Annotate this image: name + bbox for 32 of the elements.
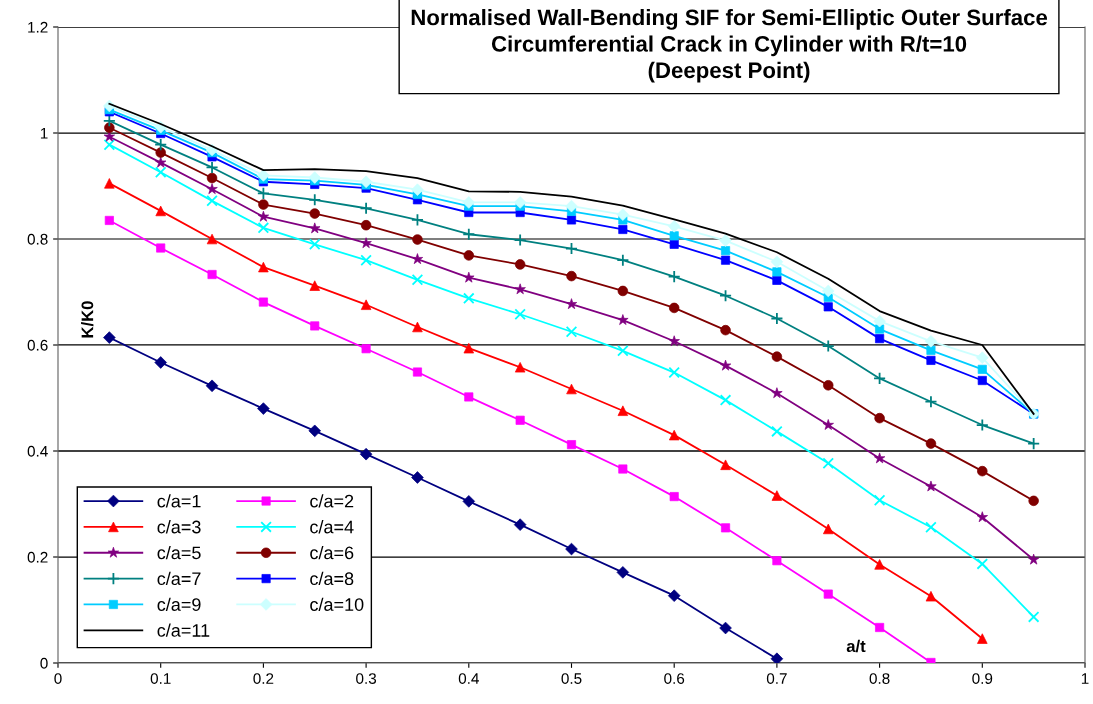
x-tick-label: 1 (1081, 673, 1089, 684)
legend-label: c/a=8 (310, 571, 354, 586)
legend-label: c/a=5 (157, 545, 201, 560)
x-tick-label: 0 (54, 673, 62, 684)
legend-label: c/a=2 (310, 494, 354, 508)
x-tick-label: 0.9 (972, 673, 993, 684)
x-axis-title: a/t (846, 639, 866, 653)
legend-label: c/a=3 (157, 520, 201, 534)
x-tick-label: 0.8 (869, 673, 890, 684)
legend-label: c/a=4 (310, 520, 354, 534)
y-tick-label: 0.2 (27, 551, 48, 563)
legend-label: c/a=11 (157, 623, 210, 637)
legend-label: c/a=10 (310, 597, 364, 611)
chart-title: Normalised Wall-Bending SIF for Semi-Elliptic Outer Surface Circumferential Crack in Cylinder with R/t=10 (Deepest Point) (411, 9, 1048, 83)
x-tick-label: 0.5 (561, 673, 582, 684)
x-tick-label: 0.3 (356, 673, 377, 684)
x-tick-label: 0.1 (150, 673, 171, 684)
legend-label: c/a=9 (157, 597, 201, 611)
legend-label: c/a=6 (310, 545, 354, 560)
y-tick-label: 1.2 (28, 21, 48, 33)
x-tick-label: 0.6 (664, 673, 685, 684)
x-tick-label: 0.2 (253, 673, 274, 684)
y-tick-label: 0.6 (27, 339, 48, 351)
legend-label: c/a=1 (157, 494, 201, 508)
y-tick-label: 0.8 (27, 233, 48, 245)
x-tick-label: 0.7 (766, 673, 787, 684)
y-tick-label: 0 (40, 657, 48, 669)
x-tick-label: 0.4 (458, 673, 479, 684)
y-tick-label: 0.4 (27, 445, 48, 457)
y-tick-label: 1 (40, 128, 48, 139)
y-axis-title: K/K0 (81, 301, 94, 338)
legend-label: c/a=7 (157, 571, 201, 586)
